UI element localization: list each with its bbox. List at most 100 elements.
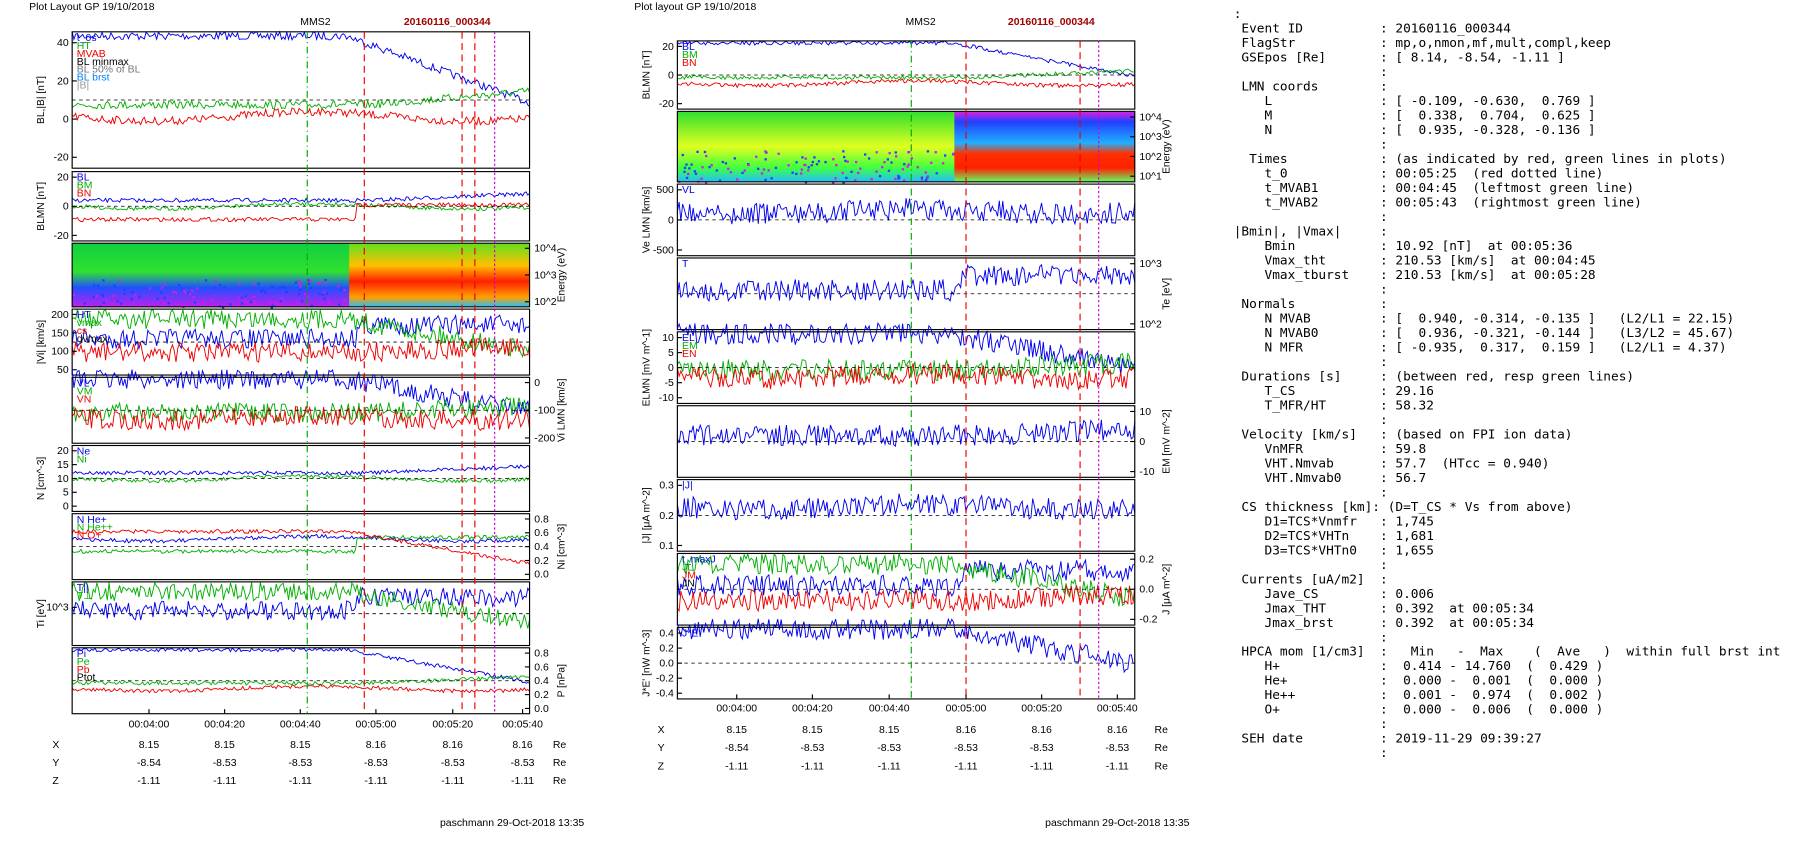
y-tick-label: 150 [51,328,69,339]
position-cell: Re [1155,725,1169,736]
trace [676,198,1136,226]
y-tick-label: 0.8 [534,514,549,525]
info-line: VHT.Nmvab : 57.7 (HTcc = 0.940) [1234,456,1550,471]
y-axis-label: J*E' [nW m^-3] [641,630,652,697]
trace [676,552,1136,607]
spectrogram-speck [309,286,313,290]
info-line: : [1234,485,1388,500]
spectrogram-speck [774,166,778,170]
spectrogram-speck [278,286,281,290]
spectrogram-speck [683,166,687,169]
spectrogram-speck [246,300,249,304]
spectrogram-speck [323,297,326,300]
position-cell: 8.15 [727,725,748,736]
position-cell: 8.16 [956,725,977,736]
spectrogram-speck [870,178,873,181]
trace [676,352,1136,383]
y-tick-label: 0.3 [659,481,674,492]
spectrogram-speck [854,179,857,182]
y-axis-label: P [nPa] [556,664,567,697]
trace [676,263,1136,303]
panel-frame [676,405,1136,478]
y-tick-label: 10^2 [1139,319,1162,330]
spectrogram-speck [122,288,126,291]
spectrogram-speck [705,154,708,158]
y-axis-label: BLMN [nT] [36,182,47,231]
spectrogram-speck [867,157,871,160]
spectrogram-speck [685,176,689,180]
position-cell: 8.15 [879,725,900,736]
x-tick-label: 00:04:20 [792,704,833,715]
spectrogram-speck [795,161,798,164]
panel-frame [676,257,1136,331]
legend-entry: J*E' [682,629,700,640]
info-line: VnMFR : 59.8 [1234,441,1427,456]
spectrogram-speck [894,151,897,154]
position-cell: 8.16 [366,740,387,751]
y-tick-label: -10 [659,393,674,404]
spectrogram-speck [903,163,906,166]
info-line: T_MFR/HT : 58.32 [1234,398,1434,413]
legend-entry: |J| [682,481,693,492]
trace [676,419,1136,447]
spectrogram-speck [767,169,770,172]
spectrogram-speck [263,291,267,294]
position-cell: -8.53 [800,743,824,754]
spectrogram-speck [875,170,878,173]
y-axis-label: Vi LMN [km/s] [556,378,567,442]
spectrogram-speck [859,167,862,170]
spectrogram-speck [834,177,837,180]
trace [676,361,1136,392]
middle-plot: Plot layout GP 19/10/2018 MMS2 20160116_00… [634,2,1189,829]
y-tick-label: 10 [662,333,674,344]
spectrogram-speck [281,285,284,289]
spectrogram-speck [271,304,274,307]
position-cell: -8.53 [288,758,312,769]
legend-entry: T [682,259,689,270]
position-cell: -8.53 [364,758,388,769]
spectrogram-speck [764,158,767,161]
info-line: t_0 : 00:05:25 (red dotted line) [1234,166,1604,181]
y-axis-label: Ve LMN [km/s] [641,187,652,254]
spectrogram-speck [926,175,930,178]
spectrogram-speck [285,291,288,294]
legend-entry: BL [682,42,695,53]
y-axis-label: |Vi| [km/s] [36,320,47,364]
trace [71,586,530,622]
legend-entry: BL [77,173,90,184]
panel-frame [676,479,1136,552]
info-line: Currents [uA/m2] : [1234,571,1388,586]
spectrogram-speck [167,302,170,305]
y-tick-label: 0 [668,71,674,82]
y-tick-label: 0 [668,363,674,374]
info-line: Velocity [km/s] : (based on FPI ion data… [1234,427,1573,442]
info-line: N MVAB : [ 0.940, -0.314, -0.135 ] (L2/L… [1234,311,1735,326]
position-cell: Y [52,758,59,769]
spectrogram-speck [846,160,849,163]
y-tick-label: 0 [63,502,69,513]
legend-entry: Pi [77,649,86,660]
spectrogram-speck [303,292,307,296]
y-axis-label: Ti [eV] [36,599,47,628]
panel: 0.3 0.2 0.1 |J| [μA m^-2] |J| [641,479,1136,552]
info-line: : [1234,412,1388,427]
spectrogram-speck [813,156,816,159]
spectrogram-speck [116,300,119,303]
spectrogram-speck [183,289,186,292]
spectrogram-speck [254,302,257,306]
spectrogram-speck [123,292,126,295]
spectrogram-speck [721,160,724,164]
spectrogram-speck [832,158,835,161]
y-tick-label: -10 [1139,467,1154,478]
event-id: 20160116_000344 [404,17,491,28]
legend-entry: N He+ [77,515,107,526]
spectrogram-speck [345,304,349,307]
spectrogram-speck [191,289,194,293]
y-tick-label: 20 [57,173,69,184]
spectrogram-speck [243,299,247,302]
x-tick-label: 00:04:20 [204,719,245,730]
spectrogram-speck [223,286,226,289]
